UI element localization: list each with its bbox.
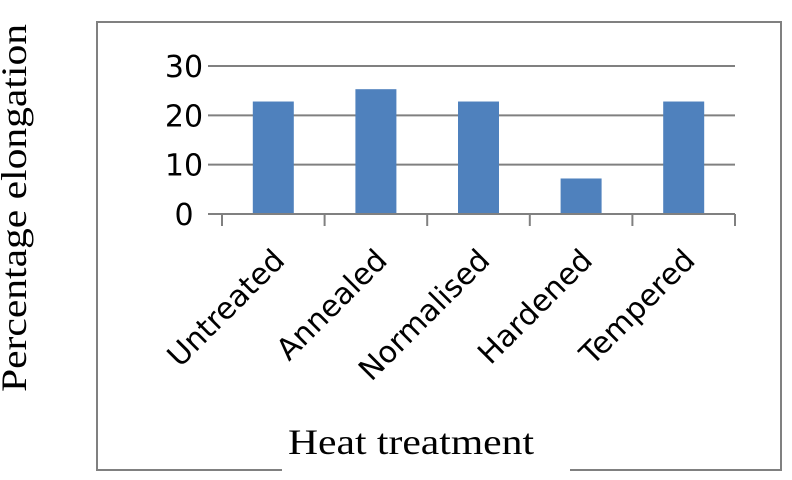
bar-tempered: [663, 101, 705, 214]
bars: [252, 89, 705, 214]
bar-hardened: [560, 178, 602, 214]
y-tick-label: 20: [165, 99, 203, 134]
x-axis-title: Heat treatment: [288, 422, 534, 462]
y-tick-labels: 0 10 20 30: [165, 50, 203, 233]
y-tick-label: 0: [174, 198, 193, 233]
bar-normalised: [458, 101, 499, 214]
x-axis: [221, 213, 736, 226]
frame-gap: [282, 462, 570, 476]
bar-annealed: [355, 89, 397, 214]
chart-frame: [96, 21, 782, 471]
y-tick-label: 30: [165, 50, 203, 85]
bar-untreated: [252, 101, 294, 214]
y-axis-title: Percentage elongation: [0, 24, 34, 392]
y-tick-label: 10: [165, 149, 203, 184]
